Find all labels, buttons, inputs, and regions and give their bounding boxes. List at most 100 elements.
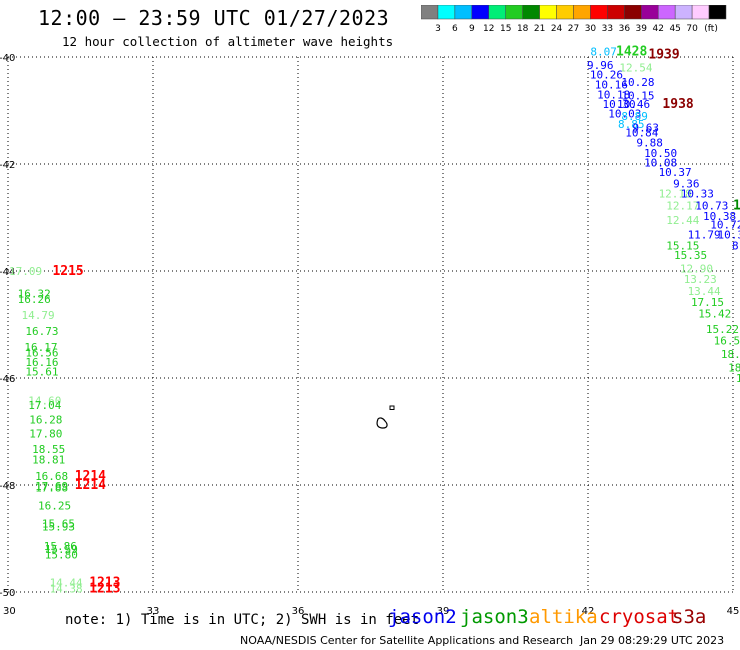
- scale-swatch: [437, 5, 456, 20]
- lon-label: 36: [292, 606, 305, 617]
- wave-height-label: 18.81: [32, 453, 65, 466]
- lat-label: -42: [0, 160, 15, 171]
- time-label: 1214: [75, 478, 106, 493]
- wave-height-label: 10.15: [621, 90, 654, 103]
- lon-label: 33: [147, 606, 160, 617]
- time-label: 1939: [648, 47, 679, 62]
- wave-height-label: 13.23: [684, 273, 717, 286]
- wave-height-label: 10.50: [644, 147, 677, 160]
- wave-height-label: 18.30: [728, 361, 740, 374]
- wave-height-label: 8.89: [621, 110, 648, 123]
- scale-swatch: [539, 5, 557, 20]
- scale-label: 21: [534, 24, 545, 34]
- wave-height-label: 10.72: [710, 218, 740, 231]
- credit-line: NOAA/NESDIS Center for Satellite Applica…: [240, 634, 574, 647]
- scale-label: 70: [686, 24, 698, 34]
- wave-height-label: 14.60: [28, 394, 61, 407]
- page-subtitle: 12 hour collection of altimeter wave hei…: [62, 34, 394, 49]
- wave-height-label: 10.28: [621, 76, 654, 89]
- wave-height-label: 10.38: [703, 210, 736, 223]
- wave-height-label: 10.16: [595, 78, 628, 91]
- wave-height-label: 8.85: [618, 118, 645, 131]
- wave-height-label: 18.55: [32, 443, 65, 456]
- scale-label: 30: [585, 24, 597, 34]
- time-label: 1215: [52, 264, 83, 279]
- wave-height-label: 12.90: [680, 262, 713, 275]
- wave-height-label: 15.15: [666, 239, 699, 252]
- scale-label: 6: [452, 24, 458, 34]
- lat-label: -48: [0, 481, 15, 492]
- legend-jason3: jason3: [460, 606, 529, 628]
- wave-height-label: 16.68: [35, 470, 68, 483]
- scale-label: 9: [469, 24, 475, 34]
- wave-height-label: 10.46: [617, 98, 650, 111]
- wave-height-label: 10.03: [608, 108, 641, 121]
- scale-swatch: [641, 5, 659, 20]
- wave-height-label: 15.86: [44, 540, 77, 553]
- wave-height-label: 17.15: [691, 296, 724, 309]
- scale-swatch: [624, 5, 642, 20]
- scale-swatch: [657, 5, 676, 20]
- scale-swatch: [573, 5, 591, 20]
- scale-swatch: [471, 5, 490, 20]
- wave-height-label: 14.44: [50, 576, 83, 589]
- time-label: 1428: [616, 45, 647, 60]
- color-scale-bar: 3 6 9 12 15 18 21 24 27 30 33 36 39 42 45 70 (ft): [421, 5, 727, 34]
- lon-label: 45: [727, 606, 740, 617]
- wave-height-label: 10.26: [590, 69, 623, 82]
- lat-label: -46: [0, 374, 15, 385]
- legend-s3a: s3a: [672, 606, 707, 628]
- longitude-labels: 30 33 36 39 42 45: [3, 606, 739, 617]
- scale-label: 3: [435, 24, 441, 34]
- wave-height-label: 12.18: [659, 187, 692, 200]
- legend-altika: altika: [529, 606, 598, 628]
- wave-height-label: 14.79: [22, 309, 55, 322]
- wave-height-label: 12.54: [619, 62, 652, 75]
- wave-height-label: 10.37: [659, 166, 692, 179]
- scale-swatch: [590, 5, 608, 20]
- wave-height-label: 10.84: [625, 126, 658, 139]
- wave-height-label: 10.73: [695, 200, 728, 213]
- legend-cryosat: cryosat: [599, 606, 680, 628]
- scale-swatch: [674, 5, 693, 20]
- wave-height-label: 15.93: [42, 521, 75, 534]
- scale-swatch: [556, 5, 574, 20]
- scale-swatch: [691, 5, 710, 20]
- lon-label: 39: [437, 606, 450, 617]
- lon-label: 42: [582, 606, 595, 617]
- scale-label: 15: [500, 24, 511, 34]
- scale-label: 39: [636, 24, 648, 34]
- legend-jason2: jason2: [388, 606, 457, 628]
- units-note: note: 1) Time is in UTC; 2) SWH is in fe…: [65, 612, 420, 628]
- wave-height-label: 8.54: [732, 239, 740, 252]
- scale-swatch: [505, 5, 523, 20]
- wave-height-label: 17.69: [35, 480, 68, 493]
- lat-label: -44: [0, 267, 15, 278]
- wave-height-label: 17.80: [29, 428, 62, 441]
- lat-label: -50: [0, 588, 15, 599]
- wave-height-label: 16.16: [25, 356, 58, 369]
- wave-height-label: 15.65: [42, 518, 75, 531]
- wave-height-label: 17.04: [28, 399, 61, 412]
- wave-height-label: 16.25: [38, 499, 71, 512]
- wave-height-label: 10.33: [681, 187, 714, 200]
- scale-label: 12: [483, 24, 494, 34]
- observations-layer: 8.07 1428 1939 9.96 12.5410.2610.2810.1610.1…: [9, 45, 740, 597]
- wave-height-label: 16.28: [29, 414, 62, 427]
- wave-height-label: 16.56: [25, 346, 58, 359]
- scale-swatch: [708, 5, 727, 20]
- wave-height-label: 9.36: [673, 177, 700, 190]
- wave-height-label: 8.07: [590, 46, 617, 59]
- scale-swatch: [607, 5, 625, 20]
- wave-height-label: 16.73: [25, 325, 58, 338]
- latitude-labels: -40 -42 -44 -46 -48 -50: [0, 53, 15, 599]
- generation-timestamp: Jan 29 08:29:29 UTC 2023: [580, 634, 725, 647]
- wave-height-label: 14.38: [50, 582, 83, 595]
- wave-height-label: 12.44: [666, 214, 699, 227]
- wave-height-label: 15.35: [674, 249, 707, 262]
- scale-label: 45: [669, 24, 680, 34]
- wave-height-label: 10.18: [597, 88, 630, 101]
- scale-label: 33: [602, 24, 613, 34]
- wave-height-label: 18.70: [721, 348, 740, 361]
- wave-height-label: 9.63: [632, 122, 659, 135]
